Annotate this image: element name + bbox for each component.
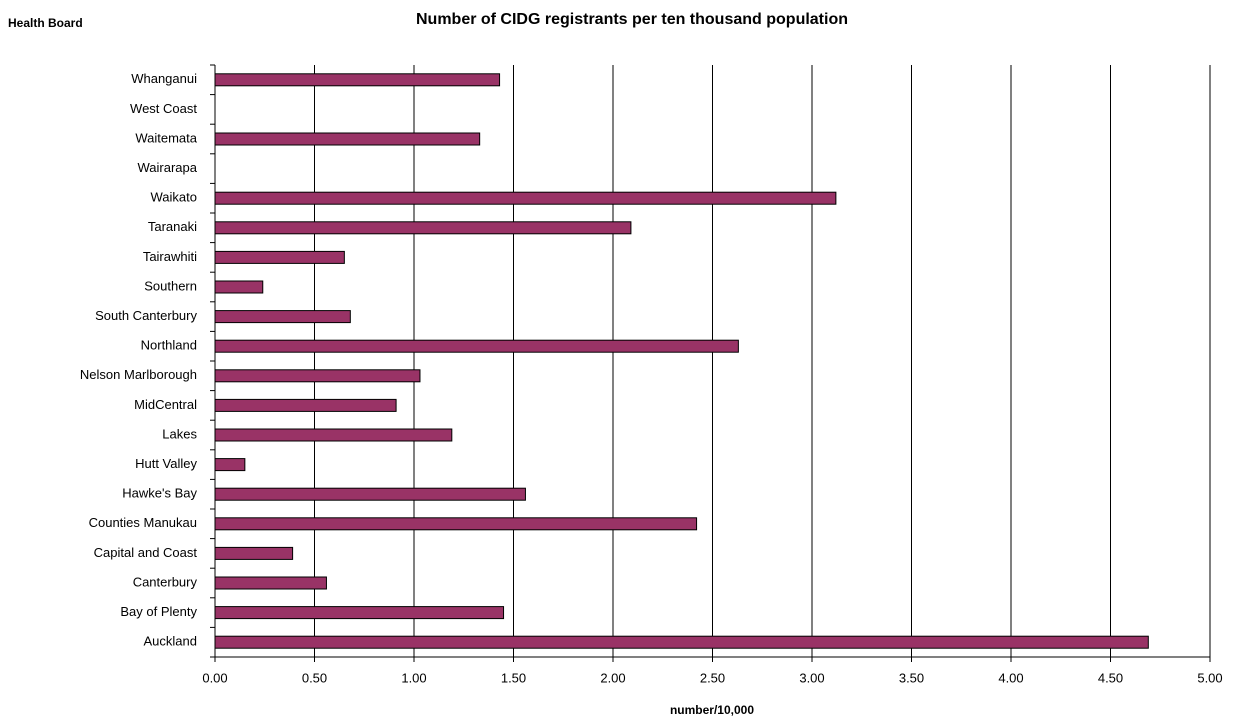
y-tick-label: Tairawhiti [143, 249, 197, 264]
bar [214, 132, 481, 146]
x-tick-label: 1.00 [401, 670, 426, 685]
x-axis-title: number/10,000 [670, 703, 754, 717]
x-tick-label: 3.50 [899, 670, 924, 685]
x-tick-label: 5.00 [1197, 670, 1222, 685]
bar [214, 398, 397, 412]
bar [214, 458, 246, 472]
x-tick-label: 2.50 [700, 670, 725, 685]
y-tick-label: Canterbury [133, 574, 198, 589]
y-tick-label: Southern [144, 278, 197, 293]
x-tick-label: 0.00 [202, 670, 227, 685]
y-tick-label: Bay of Plenty [120, 604, 197, 619]
x-tick-label: 0.50 [302, 670, 327, 685]
x-tick-label: 4.00 [998, 670, 1023, 685]
y-tick-label: West Coast [130, 101, 197, 116]
y-tick-label: Hawke's Bay [122, 486, 197, 501]
bar [214, 635, 1149, 649]
bar [214, 339, 739, 353]
y-tick-label: Hutt Valley [135, 456, 197, 471]
bar [214, 487, 526, 501]
x-tick-label: 4.50 [1098, 670, 1123, 685]
bar [214, 428, 453, 442]
x-tick-label: 2.00 [600, 670, 625, 685]
y-axis-title: Health Board [8, 16, 83, 30]
bar [214, 221, 632, 235]
y-tick-label: Lakes [162, 426, 197, 441]
chart-title: Number of CIDG registrants per ten thous… [416, 11, 848, 28]
y-tick-label: Wairarapa [138, 160, 198, 175]
y-tick-label: Waikato [151, 190, 197, 205]
bar [214, 606, 505, 620]
x-tick-label: 1.50 [501, 670, 526, 685]
x-tick-label: 3.00 [799, 670, 824, 685]
bar [214, 280, 264, 294]
y-tick-label: Taranaki [148, 219, 197, 234]
bar [214, 73, 501, 87]
bar [214, 191, 837, 205]
bar [214, 576, 327, 590]
y-tick-label: Whanganui [131, 71, 197, 86]
bar [214, 517, 698, 531]
bar [214, 310, 351, 324]
bar [214, 250, 345, 264]
y-tick-label: Northland [141, 338, 197, 353]
y-tick-label: Nelson Marlborough [80, 367, 197, 382]
y-tick-label: MidCentral [134, 397, 197, 412]
y-tick-label: Auckland [144, 634, 197, 649]
bar [214, 369, 421, 383]
y-tick-label: South Canterbury [95, 308, 197, 323]
y-tick-label: Waitemata [135, 130, 197, 145]
y-tick-label: Capital and Coast [94, 545, 198, 560]
y-tick-label: Counties Manukau [89, 515, 197, 530]
bar [214, 546, 294, 560]
